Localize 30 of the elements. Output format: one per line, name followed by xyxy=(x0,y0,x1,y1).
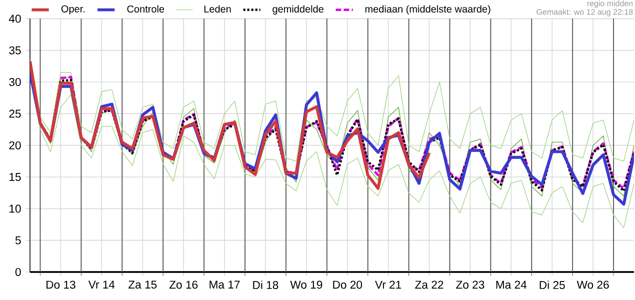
legend-label: Oper. xyxy=(61,5,84,14)
x-tick-label: Di 25 xyxy=(540,280,565,290)
x-tick-label: Ma 17 xyxy=(210,280,240,289)
x-tick-label: Zo 16 xyxy=(169,280,198,289)
y-tick-label: 40 xyxy=(8,14,21,23)
x-tick-label: Za 15 xyxy=(128,280,157,289)
y-tick-label: 0 xyxy=(15,268,21,276)
text: Gemaakt: wo 12 aug 22:18 xyxy=(536,8,633,16)
x-tick-label: Do 13 xyxy=(46,280,76,289)
y-tick-label: 20 xyxy=(9,141,21,150)
y-tick-label: 25 xyxy=(9,110,21,118)
y-tick-label: 5 xyxy=(15,236,21,244)
x-tick-label: Vr 21 xyxy=(375,280,402,289)
legend-label: gemiddelde xyxy=(272,5,324,15)
y-tick-label: 15 xyxy=(10,173,21,181)
legend-label: Controle xyxy=(127,5,164,13)
x-tick-label: Do 20 xyxy=(333,280,362,289)
x-tick-label: Vr 14 xyxy=(88,280,115,289)
legend-label: mediaan (middelste waarde) xyxy=(365,5,490,15)
text: regio midden xyxy=(587,0,633,8)
x-tick-label: Di 18 xyxy=(253,280,278,290)
x-tick-label: Wo 19 xyxy=(290,280,322,289)
x-tick-label: Zo 23 xyxy=(456,280,484,289)
y-tick-label: 30 xyxy=(9,78,21,86)
x-tick-label: Ma 24 xyxy=(496,280,527,289)
y-tick-label: 10 xyxy=(10,204,21,213)
x-tick-label: Wo 26 xyxy=(576,280,609,289)
legend-label: Leden xyxy=(204,5,231,13)
y-tick-label: 35 xyxy=(9,46,21,54)
x-tick-label: Za 22 xyxy=(415,280,444,289)
